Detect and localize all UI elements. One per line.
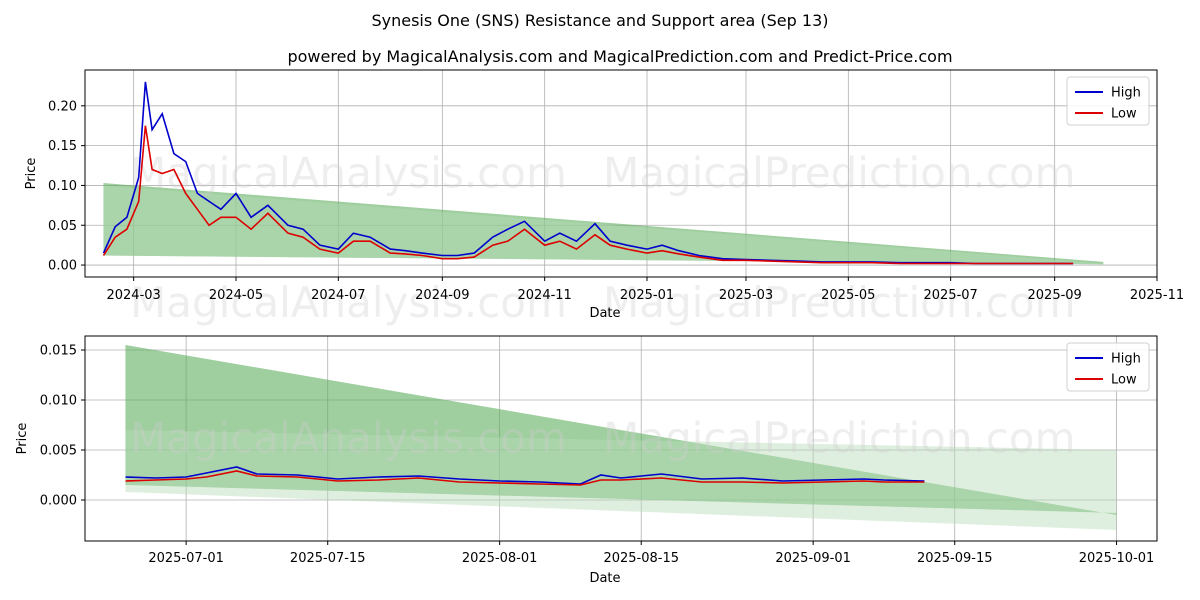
legend: High Low xyxy=(1066,342,1150,392)
y-tick-label: 0.00 xyxy=(48,259,77,274)
y-axis-label: Price xyxy=(24,158,39,190)
legend-box xyxy=(1066,76,1150,126)
chart-top: MagicalAnalysis.com MagicalPrediction.com… xyxy=(24,69,1184,327)
x-axis-label: Date xyxy=(589,306,620,321)
axes-frame xyxy=(84,335,1158,542)
x-axis-label: Date xyxy=(589,571,620,586)
support-resistance-band xyxy=(103,183,1104,265)
legend-label-high: High xyxy=(1111,352,1141,367)
x-tick-label: 2025-07-01 xyxy=(148,551,224,566)
x-tick-label: 2025-11 xyxy=(1130,288,1184,303)
legend-box xyxy=(1066,342,1150,392)
series-line-low xyxy=(102,125,1074,265)
y-tick-label: 0.05 xyxy=(48,219,77,234)
support-resistance-band xyxy=(125,345,1117,515)
x-tick-label: 2025-05 xyxy=(821,288,875,303)
series-line-low xyxy=(125,470,925,486)
x-tick-label: 2025-07-15 xyxy=(290,551,366,566)
series-line-high xyxy=(102,81,1074,265)
x-tick-label: 2025-10-01 xyxy=(1079,551,1155,566)
watermark: MagicalPrediction.com xyxy=(603,278,1076,327)
plot-area: MagicalAnalysis.com MagicalPrediction.com xyxy=(102,81,1104,265)
chart-bottom: MagicalAnalysis.com MagicalPrediction.com… xyxy=(15,335,1158,586)
x-tick-label: 2024-03 xyxy=(106,288,160,303)
y-tick-label: 0.005 xyxy=(40,444,77,459)
watermark: MagicalPrediction.com xyxy=(603,149,1076,198)
legend-label-low: Low xyxy=(1111,107,1137,122)
y-tick-label: 0.15 xyxy=(48,139,77,154)
support-resistance-band xyxy=(103,185,1104,265)
series-line-high xyxy=(125,466,925,485)
axes-frame xyxy=(84,69,1158,278)
x-tick-label: 2025-03 xyxy=(719,288,773,303)
x-tick-label: 2025-07 xyxy=(923,288,977,303)
legend-label-low: Low xyxy=(1111,373,1137,388)
x-tick-label: 2025-01 xyxy=(620,288,674,303)
watermark: MagicalAnalysis.com xyxy=(130,414,567,463)
chart-title: Synesis One (SNS) Resistance and Support… xyxy=(371,11,828,30)
x-tick-label: 2024-05 xyxy=(209,288,263,303)
y-tick-label: 0.20 xyxy=(48,99,77,114)
legend: High Low xyxy=(1066,76,1150,126)
y-tick-label: 0.015 xyxy=(40,344,77,359)
watermark: MagicalAnalysis.com xyxy=(130,149,567,198)
y-axis-label: Price xyxy=(15,423,30,455)
plot-area: MagicalAnalysis.com MagicalPrediction.com xyxy=(125,345,1117,530)
y-tick-label: 0.010 xyxy=(40,394,77,409)
x-tick-label: 2024-11 xyxy=(518,288,572,303)
x-tick-label: 2024-07 xyxy=(311,288,365,303)
y-tick-label: 0.10 xyxy=(48,179,77,194)
x-tick-label: 2025-08-01 xyxy=(462,551,538,566)
x-tick-label: 2025-09-01 xyxy=(775,551,851,566)
watermark: MagicalPrediction.com xyxy=(603,414,1076,463)
legend-label-high: High xyxy=(1111,86,1141,101)
y-tick-label: 0.000 xyxy=(40,494,77,509)
watermark: MagicalAnalysis.com xyxy=(130,278,567,327)
x-tick-label: 2025-09-15 xyxy=(917,551,993,566)
x-tick-label: 2025-09 xyxy=(1028,288,1082,303)
x-tick-label: 2025-08-15 xyxy=(603,551,679,566)
x-tick-label: 2024-09 xyxy=(415,288,469,303)
chart-subtitle: powered by MagicalAnalysis.com and Magic… xyxy=(287,47,952,66)
